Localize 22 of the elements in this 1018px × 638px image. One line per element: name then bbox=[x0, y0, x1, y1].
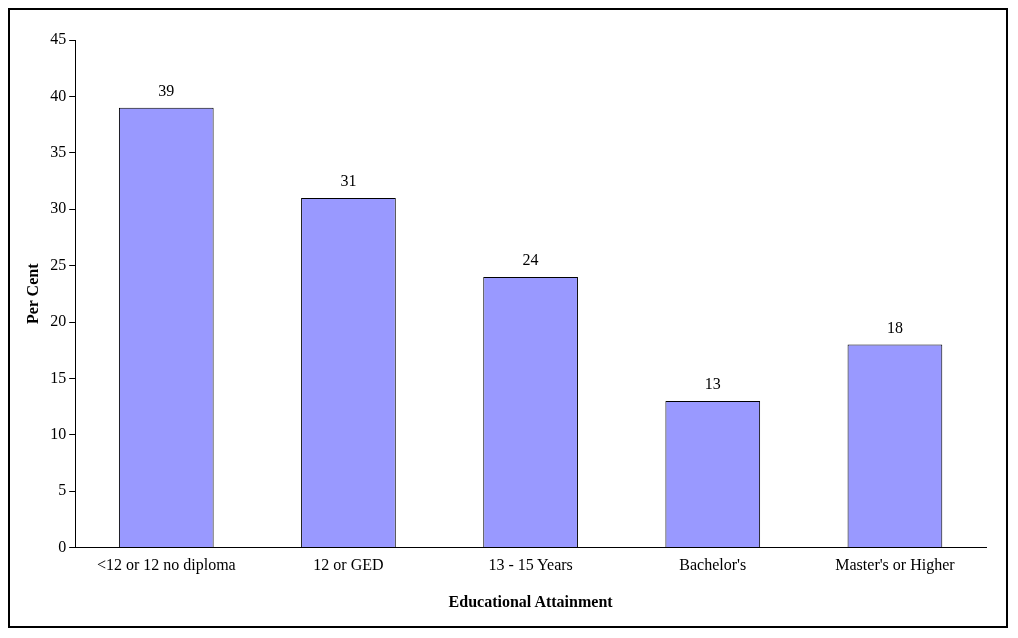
y-tick-label: 35 bbox=[50, 143, 67, 160]
data-label: 13 bbox=[704, 375, 721, 393]
y-tick-label: 0 bbox=[58, 537, 67, 555]
data-label: 18 bbox=[886, 318, 903, 336]
x-tick-label: <12 or 12 no diploma bbox=[96, 556, 236, 575]
y-tick-label: 25 bbox=[50, 255, 67, 273]
y-tick-label: 5 bbox=[58, 481, 67, 499]
data-label: 31 bbox=[340, 172, 357, 190]
data-label: 24 bbox=[522, 251, 539, 269]
y-tick-label: 20 bbox=[50, 312, 67, 330]
x-axis-title: Educational Attainment bbox=[448, 592, 614, 610]
x-tick-label: Bachelor's bbox=[679, 556, 747, 574]
y-tick-label: 10 bbox=[50, 425, 67, 442]
y-tick-label: 40 bbox=[50, 86, 67, 104]
y-tick-label: 30 bbox=[50, 199, 67, 217]
y-axis-title: Per Cent bbox=[23, 262, 41, 325]
y-tick-label: 45 bbox=[50, 30, 67, 48]
y-tick-label: 15 bbox=[50, 368, 67, 386]
x-tick-label: Master's or Higher bbox=[835, 556, 956, 575]
data-label: 39 bbox=[158, 81, 175, 99]
x-tick-label: 13 - 15 Years bbox=[488, 556, 573, 574]
x-tick-label: 12 or GED bbox=[313, 556, 384, 574]
